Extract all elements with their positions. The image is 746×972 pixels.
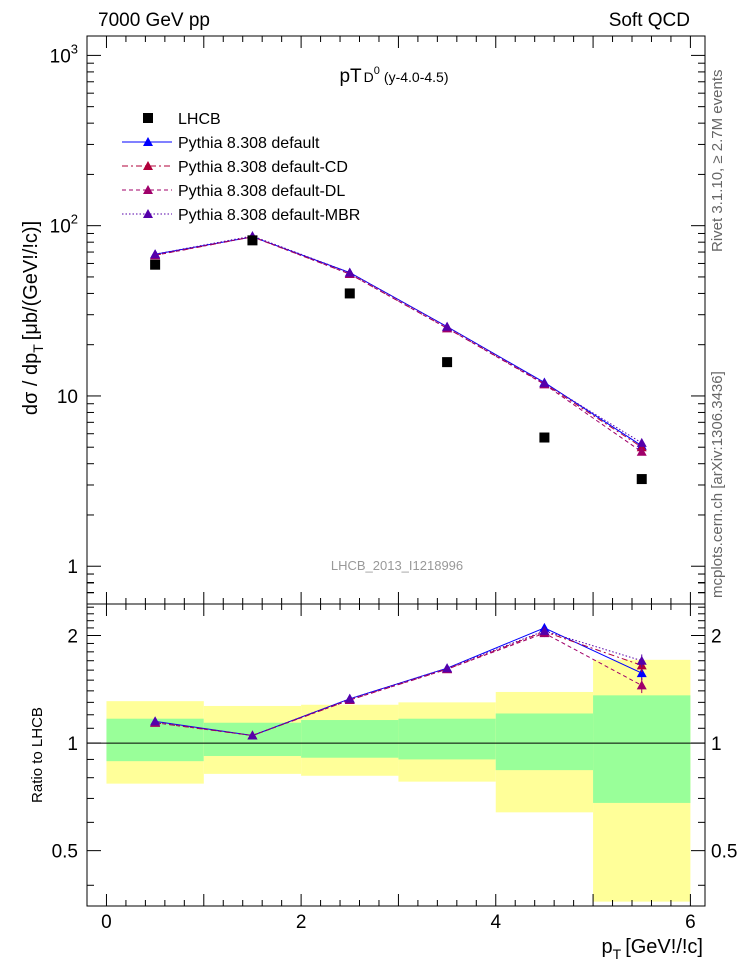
series-3-point	[150, 249, 161, 259]
main-panel-marks	[150, 230, 647, 485]
title-sub: D	[364, 69, 374, 85]
legend-label-3: Pythia 8.308 default-MBR	[178, 207, 360, 224]
data-point	[344, 288, 355, 299]
series-line-2	[155, 236, 643, 453]
band-inner-3	[398, 718, 496, 760]
series-3-point	[344, 267, 355, 277]
legend-marker-3	[143, 209, 153, 218]
legend-entry-3: Pythia 8.308 default-MBR	[122, 207, 360, 224]
header-right: Soft QCD	[609, 10, 690, 31]
data-point	[442, 357, 453, 368]
legend-entry-0: Pythia 8.308 default	[122, 135, 320, 152]
series-3-point	[539, 378, 550, 388]
legend-entry-data: LHCB	[143, 111, 221, 128]
ratio-frame	[86, 603, 706, 907]
xlabel-main: p	[602, 936, 613, 958]
legend-marker-data	[143, 113, 153, 123]
legend: LHCB Pythia 8.308 default Pythia 8.308 def…	[122, 111, 360, 224]
plot-frames	[86, 35, 706, 907]
plot-title: pT D0 (y-4.0-4.5)	[339, 65, 448, 87]
ratio-tick-label-right: 2	[711, 626, 722, 647]
rivet-label: Rivet 3.1.10, ≥ 2.7M events	[709, 70, 726, 253]
ratio-uncertainty-bands	[106, 659, 691, 902]
ratio-3-point	[150, 716, 161, 726]
series-line-1	[155, 236, 643, 448]
ratio-panel-marks	[150, 622, 647, 740]
legend-label-data: LHCB	[178, 111, 221, 128]
legend-entry-2: Pythia 8.308 default-DL	[122, 183, 345, 200]
ratio-3-point	[539, 625, 550, 635]
ratio-line-3	[155, 630, 642, 737]
data-point	[247, 235, 258, 246]
title-main: pT	[339, 66, 362, 87]
title-suffix: (y-4.0-4.5)	[384, 69, 449, 85]
data-point	[539, 432, 550, 443]
series-3-point	[636, 437, 647, 447]
ratio-tick-label-left: 0.5	[52, 842, 78, 863]
xlabel-unit: [GeV!/!c]	[625, 936, 703, 958]
band-inner-4	[495, 713, 594, 771]
x-tick-label: 0	[101, 912, 112, 933]
ylabel-unit: [μb/(GeV!/!c)]	[20, 221, 42, 340]
legend-label-2: Pythia 8.308 default-DL	[178, 183, 345, 200]
y-tick-label: 102	[50, 212, 78, 238]
series-3-point	[442, 321, 453, 331]
y-axis-label: dσ / dpT [μb/(GeV!/!c)]	[20, 221, 46, 415]
band-inner-2	[301, 720, 399, 758]
x-tick-label: 4	[490, 912, 501, 933]
band-inner-5	[593, 695, 691, 803]
x-tick-label: 6	[685, 912, 696, 933]
ratio-tick-label-left: 1	[67, 734, 78, 755]
x-axis-label: pT [GeV!/!c]	[602, 936, 704, 962]
y-tick-base: 10	[50, 217, 71, 238]
ratio-3-point	[247, 730, 258, 740]
x-tick-label: 2	[296, 912, 307, 933]
y-tick-label: 103	[50, 41, 78, 67]
ratio-tick-label-right: 0.5	[711, 842, 737, 863]
mcplots-label: mcplots.cern.ch [arXiv:1306.3436]	[709, 371, 726, 598]
legend-entry-1: Pythia 8.308 default-CD	[122, 159, 348, 176]
ylabel-main: dσ / dp	[20, 353, 42, 415]
legend-label-0: Pythia 8.308 default	[178, 135, 320, 152]
y-tick-label: 1	[67, 557, 78, 578]
ratio-3-point	[636, 655, 647, 665]
ratio-tick-label-right: 1	[711, 734, 722, 755]
xlabel-sub: T	[613, 946, 622, 962]
y-tick-base: 10	[50, 46, 71, 67]
ratio-line-2	[155, 632, 642, 737]
series-line-0	[155, 236, 643, 447]
ratio-3-point	[344, 693, 355, 703]
ratio-0-point	[636, 668, 647, 678]
ylabel-sub: T	[30, 344, 46, 353]
series-line-3	[155, 235, 643, 444]
watermark: LHCB_2013_I1218996	[331, 558, 463, 573]
y-tick-label: 10	[57, 387, 78, 408]
y-tick-exp: 2	[71, 212, 78, 227]
header-left: 7000 GeV pp	[98, 10, 210, 31]
ratio-3-point	[442, 663, 453, 673]
ratio-y-label: Ratio to LHCB	[29, 707, 46, 803]
title-sup: 0	[374, 65, 380, 77]
data-point	[636, 474, 647, 485]
legend-label-1: Pythia 8.308 default-CD	[178, 159, 348, 176]
y-tick-exp: 3	[71, 41, 78, 56]
ratio-2-point	[636, 680, 647, 690]
ratio-tick-label-left: 2	[67, 626, 78, 647]
legend-marker-1	[143, 161, 153, 170]
legend-marker-0	[143, 137, 153, 146]
data-point	[150, 259, 161, 270]
legend-marker-2	[143, 185, 153, 194]
series-2-point	[636, 446, 647, 456]
